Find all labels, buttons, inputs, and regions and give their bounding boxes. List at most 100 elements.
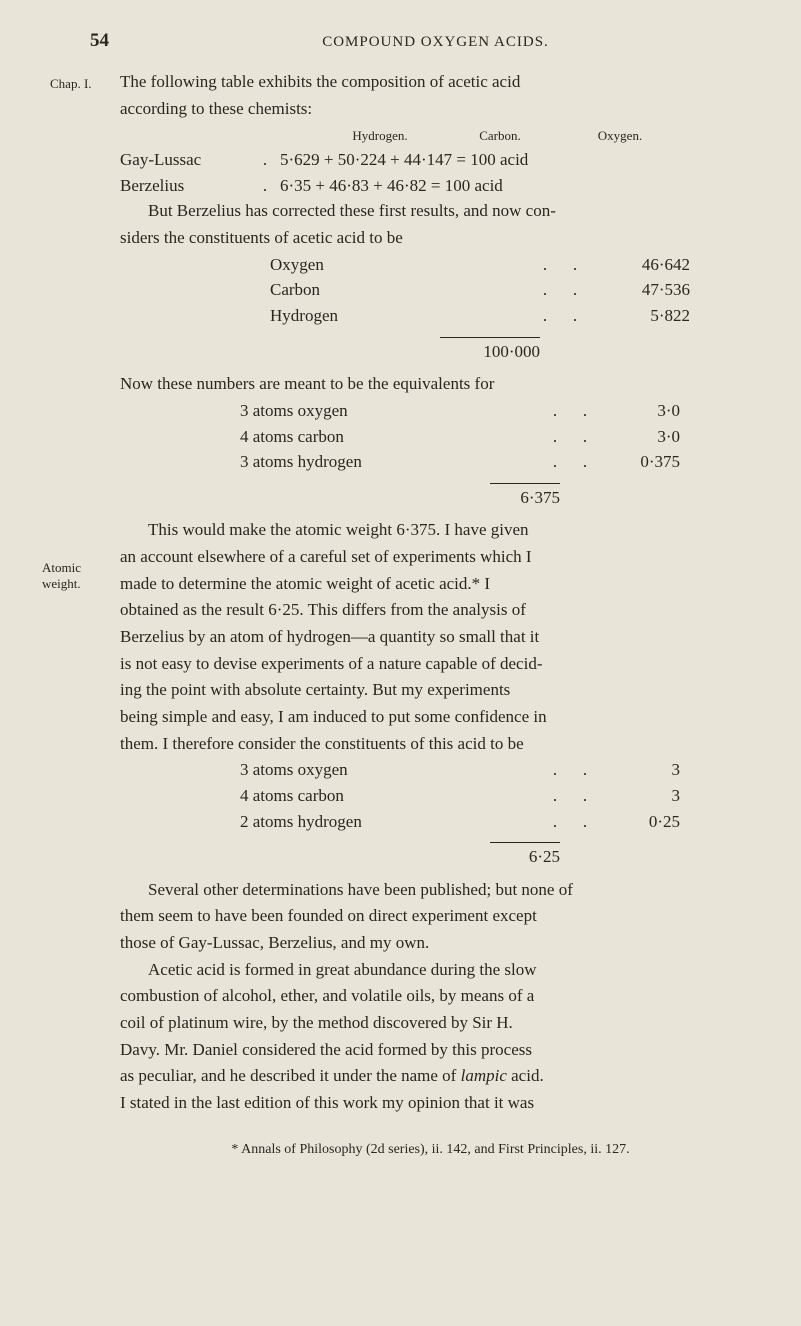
rule-row xyxy=(120,331,741,338)
leader-dot: . xyxy=(570,758,600,783)
atoms-row: 2 atoms hydrogen . . 0·25 xyxy=(120,810,741,835)
intro-line1: The following table exhibits the composi… xyxy=(120,70,741,95)
para2-l2: those of Gay-Lussac, Berzelius, and my o… xyxy=(120,931,741,956)
const-label: Carbon xyxy=(120,278,530,303)
atoms-value: 0·25 xyxy=(600,810,680,835)
equiv-line: Now these numbers are meant to be the eq… xyxy=(120,372,741,397)
leader-dot: . xyxy=(570,810,600,835)
column-heads: Hydrogen. Carbon. Oxygen. xyxy=(120,127,741,146)
atoms-row: 4 atoms carbon . . 3·0 xyxy=(120,425,741,450)
para1-l5: is not easy to devise experiments of a n… xyxy=(120,652,741,677)
para3-l4-b: acid. xyxy=(507,1066,544,1085)
total-spacer xyxy=(120,340,440,365)
lampic-word: lampic xyxy=(461,1066,507,1085)
page: 54 COMPOUND OXYGEN ACIDS. Chap. I. Atomi… xyxy=(0,0,801,1326)
para1-l0: This would make the atomic weight 6·375.… xyxy=(120,518,741,543)
margin-note-atomic-weight: Atomic weight. xyxy=(42,560,102,591)
para1-l4: Berzelius by an atom of hydrogen—a quant… xyxy=(120,625,741,650)
para3-l4: as peculiar, and he described it under t… xyxy=(120,1064,741,1089)
total-row: 100·000 xyxy=(120,340,741,365)
leader-dot: . xyxy=(540,784,570,809)
leader-dot: . xyxy=(570,784,600,809)
para1-l8: them. I therefore consider the constitue… xyxy=(120,732,741,757)
atoms-label: 2 atoms hydrogen xyxy=(120,810,540,835)
rule-spacer xyxy=(120,836,490,843)
atoms-row: 3 atoms hydrogen . . 0·375 xyxy=(120,450,741,475)
atoms-value: 3·0 xyxy=(600,399,680,424)
body-text: The following table exhibits the composi… xyxy=(120,70,741,1160)
col-head-carbon: Carbon. xyxy=(440,127,560,146)
rule-row xyxy=(120,836,741,843)
para1-l2: made to determine the atomic weight of a… xyxy=(120,572,741,597)
para1-l1: an account elsewhere of a careful set of… xyxy=(120,545,741,570)
leader-dot: . xyxy=(530,278,560,303)
leader-dot: . xyxy=(570,399,600,424)
rule-spacer xyxy=(120,477,490,484)
footnote: * Annals of Philosophy (2d series), ii. … xyxy=(120,1140,741,1160)
constituent-row: Carbon . . 47·536 xyxy=(120,278,741,303)
leader-dot: . xyxy=(560,304,590,329)
leader-dot: . xyxy=(540,758,570,783)
atoms-label: 3 atoms hydrogen xyxy=(120,450,540,475)
col-spacer xyxy=(120,127,320,146)
atoms-label: 3 atoms oxygen xyxy=(120,758,540,783)
atoms-value: 3 xyxy=(600,758,680,783)
total-spacer xyxy=(120,845,480,870)
eq-dot: . xyxy=(250,148,280,173)
page-header: 54 COMPOUND OXYGEN ACIDS. xyxy=(90,30,741,52)
rule-spacer xyxy=(120,331,440,338)
atoms-label: 4 atoms carbon xyxy=(120,784,540,809)
para2-l1: them seem to have been founded on direct… xyxy=(120,904,741,929)
para3-l4-a: as peculiar, and he described it under t… xyxy=(120,1066,461,1085)
const-value: 5·822 xyxy=(590,304,690,329)
const-label: Hydrogen xyxy=(120,304,530,329)
total-value: 6·25 xyxy=(480,845,560,870)
leader-dot: . xyxy=(540,450,570,475)
eq-dot: . xyxy=(250,174,280,199)
leader-dot: . xyxy=(570,425,600,450)
equation-row: Gay-Lussac . 5·629 + 50·224 + 44·147 = 1… xyxy=(120,148,741,173)
horizontal-rule xyxy=(490,483,560,484)
atoms-label: 3 atoms oxygen xyxy=(120,399,540,424)
para3-l1: combustion of alcohol, ether, and volati… xyxy=(120,984,741,1009)
horizontal-rule xyxy=(490,842,560,843)
constituent-row: Hydrogen . . 5·822 xyxy=(120,304,741,329)
para3-l0: Acetic acid is formed in great abundance… xyxy=(120,958,741,983)
atoms-value: 3 xyxy=(600,784,680,809)
leader-dot: . xyxy=(530,304,560,329)
atoms-row: 4 atoms carbon . . 3 xyxy=(120,784,741,809)
eq-expr: 6·35 + 46·83 + 46·82 = 100 acid xyxy=(280,174,741,199)
eq-name: Gay-Lussac xyxy=(120,148,250,173)
const-label: Oxygen xyxy=(120,253,530,278)
col-head-oxygen: Oxygen. xyxy=(560,127,680,146)
col-head-hydrogen: Hydrogen. xyxy=(320,127,440,146)
eq-name: Berzelius xyxy=(120,174,250,199)
constituent-row: Oxygen . . 46·642 xyxy=(120,253,741,278)
horizontal-rule xyxy=(440,337,540,338)
total-row: 6·25 xyxy=(120,845,741,870)
total-row: 6·375 xyxy=(120,486,741,511)
but-line2: siders the constituents of acetic acid t… xyxy=(120,226,741,251)
total-value: 6·375 xyxy=(480,486,560,511)
atoms-value: 3·0 xyxy=(600,425,680,450)
atoms-row: 3 atoms oxygen . . 3·0 xyxy=(120,399,741,424)
leader-dot: . xyxy=(560,278,590,303)
but-line1: But Berzelius has corrected these first … xyxy=(120,199,741,224)
const-value: 46·642 xyxy=(590,253,690,278)
para1-l6: ing the point with absolute certainty. B… xyxy=(120,678,741,703)
atoms-row: 3 atoms oxygen . . 3 xyxy=(120,758,741,783)
para3-l3: Davy. Mr. Daniel considered the acid for… xyxy=(120,1038,741,1063)
rule-row xyxy=(120,477,741,484)
intro-line2: according to these chemists: xyxy=(120,97,741,122)
atoms-label: 4 atoms carbon xyxy=(120,425,540,450)
atoms-value: 0·375 xyxy=(600,450,680,475)
total-spacer xyxy=(120,486,480,511)
para3-l5: I stated in the last edition of this wor… xyxy=(120,1091,741,1116)
leader-dot: . xyxy=(540,425,570,450)
para2-l0: Several other determinations have been p… xyxy=(120,878,741,903)
leader-dot: . xyxy=(560,253,590,278)
para3-l2: coil of platinum wire, by the method dis… xyxy=(120,1011,741,1036)
equation-row: Berzelius . 6·35 + 46·83 + 46·82 = 100 a… xyxy=(120,174,741,199)
leader-dot: . xyxy=(540,810,570,835)
leader-dot: . xyxy=(540,399,570,424)
